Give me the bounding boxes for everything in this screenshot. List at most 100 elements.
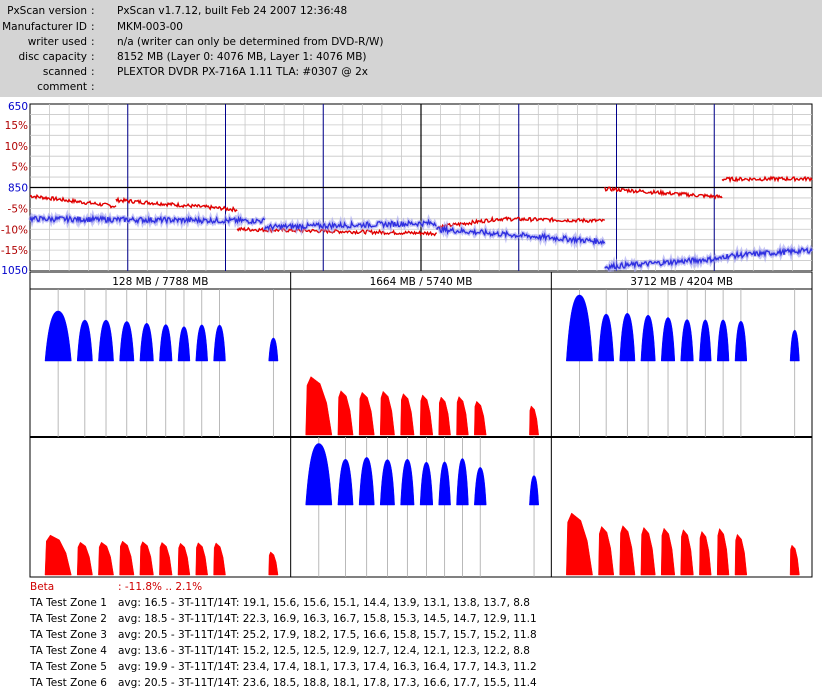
panel-label: 3712 MB / 4204 MB	[630, 276, 733, 288]
y-tick-label-jitter: 650	[8, 101, 28, 113]
zone-bar-8T	[680, 529, 694, 576]
info-header: PxScan version : PxScan v1.7.12, built F…	[0, 0, 822, 97]
zone-series	[305, 443, 539, 506]
series-line	[498, 216, 605, 224]
zone-bar-5T	[619, 525, 636, 576]
panel-label: 1664 MB / 5740 MB	[370, 276, 473, 288]
y-tick-label-beta: -15%	[1, 245, 28, 257]
zone-value: avg: 20.5 - 3T-11T/14T: 25.2, 17.9, 18.2…	[118, 629, 537, 641]
zone-bar-8T	[419, 461, 434, 506]
y-tick-label-beta: 5%	[11, 162, 28, 174]
y-tick-label-jitter: 850	[8, 183, 28, 195]
ta-zones-chart: 128 MB / 7788 MB 1664 MB / 5740 MB 3712 MB…	[29, 272, 813, 578]
zone-bar-10T	[456, 458, 469, 506]
header-colon: :	[91, 81, 95, 93]
zone-bar-9T	[699, 530, 712, 576]
series-line	[604, 255, 723, 271]
zone-bar-11T	[213, 324, 226, 362]
y-tick-label-beta: 15%	[5, 120, 28, 132]
header-label: scanned	[42, 66, 87, 78]
series-beta	[29, 175, 813, 237]
zone-bar-4T	[337, 459, 354, 506]
beta-jitter-chart: 15% 10% 5% -5% -10% -15% 650 850 1050	[1, 101, 814, 274]
header-value: 8152 MB (Layer 0: 4076 MB, Layer 1: 4076…	[117, 51, 367, 63]
series-line	[721, 175, 813, 184]
zone-bar-9T	[438, 396, 451, 436]
header-colon: :	[91, 66, 95, 78]
zone-bar-6T	[640, 526, 656, 576]
zone-bar-3T	[44, 534, 72, 576]
beta-value: : -11.8% .. 2.1%	[118, 581, 203, 593]
panel-label: 128 MB / 7788 MB	[112, 276, 208, 288]
zone-bar-11T	[474, 467, 487, 506]
zone-series	[566, 294, 800, 362]
zone-bar-8T	[159, 324, 173, 362]
zone-bar-3T	[566, 512, 593, 576]
zone-series	[44, 310, 279, 362]
zone-bar-5T	[98, 319, 114, 362]
header-label: comment	[37, 81, 87, 93]
zone-bar-4T	[76, 319, 93, 362]
zone-bar-14T	[789, 544, 800, 576]
zone-bar-9T	[177, 542, 191, 576]
zone-bar-9T	[177, 326, 191, 362]
zone-bar-10T	[716, 319, 730, 362]
header-value: MKM-003-00	[117, 21, 183, 33]
header-value: n/a (writer can only be determined from …	[117, 36, 384, 48]
zone-series	[566, 512, 800, 576]
zone-bar-10T	[195, 542, 208, 576]
zone-bar-3T	[44, 310, 72, 362]
zone-bar-8T	[419, 394, 434, 436]
zone-bar-7T	[139, 541, 154, 576]
series-line	[604, 186, 723, 200]
zone-bar-8T	[159, 541, 173, 576]
zone-bar-5T	[619, 313, 636, 362]
series-line	[29, 193, 117, 209]
zone-bar-9T	[438, 461, 451, 506]
header-label: PxScan version	[7, 5, 87, 17]
series-line	[263, 218, 437, 232]
zone-bar-7T	[400, 393, 415, 436]
zone-label: TA Test Zone 3	[30, 629, 107, 641]
zone-bar-6T	[379, 390, 395, 436]
zone-bar-14T	[268, 337, 279, 362]
zone-bar-4T	[598, 525, 615, 576]
y-tick-label-beta: 10%	[5, 141, 28, 153]
zone-bar-6T	[119, 321, 135, 362]
zone-bar-8T	[680, 319, 694, 362]
zone-bar-14T	[529, 475, 539, 506]
zone-bar-11T	[734, 320, 748, 362]
header-colon: :	[91, 21, 95, 33]
zone-bar-9T	[699, 319, 712, 362]
header-colon: :	[91, 36, 95, 48]
zone-bar-3T	[305, 376, 333, 436]
series-line	[29, 213, 266, 225]
zone-bar-11T	[734, 533, 748, 576]
zone-bar-6T	[119, 540, 135, 576]
zone-label: TA Test Zone 1	[30, 597, 107, 609]
zone-label: TA Test Zone 4	[30, 645, 107, 657]
zone-bar-7T	[660, 527, 676, 576]
zone-bar-7T	[660, 317, 676, 362]
zone-value: avg: 13.6 - 3T-11T/14T: 15.2, 12.5, 12.5…	[118, 645, 530, 657]
header-label: writer used	[27, 36, 87, 48]
zone-label: TA Test Zone 5	[30, 661, 107, 673]
zone-value: avg: 18.5 - 3T-11T/14T: 22.3, 16.9, 16.3…	[118, 613, 537, 625]
zone-bar-5T	[358, 391, 375, 436]
zone-bar-3T	[305, 443, 333, 506]
series-line	[435, 224, 606, 246]
header-colon: :	[91, 51, 95, 63]
zone-bar-14T	[529, 405, 539, 436]
zone-bar-3T	[566, 294, 593, 362]
zone-value: avg: 16.5 - 3T-11T/14T: 19.1, 15.6, 15.6…	[118, 597, 530, 609]
zone-bar-5T	[98, 541, 114, 576]
zone-bar-14T	[789, 329, 800, 362]
zone-value: avg: 19.9 - 3T-11T/14T: 23.4, 17.4, 18.1…	[118, 661, 537, 673]
zone-bar-4T	[598, 313, 615, 362]
header-colon: :	[91, 5, 95, 17]
y-tick-label-beta: -10%	[1, 224, 28, 236]
header-label: disc capacity	[18, 51, 88, 63]
header-label: Manufacturer ID	[2, 21, 87, 33]
zone-label: TA Test Zone 6	[30, 677, 107, 689]
zone-series	[44, 534, 279, 576]
